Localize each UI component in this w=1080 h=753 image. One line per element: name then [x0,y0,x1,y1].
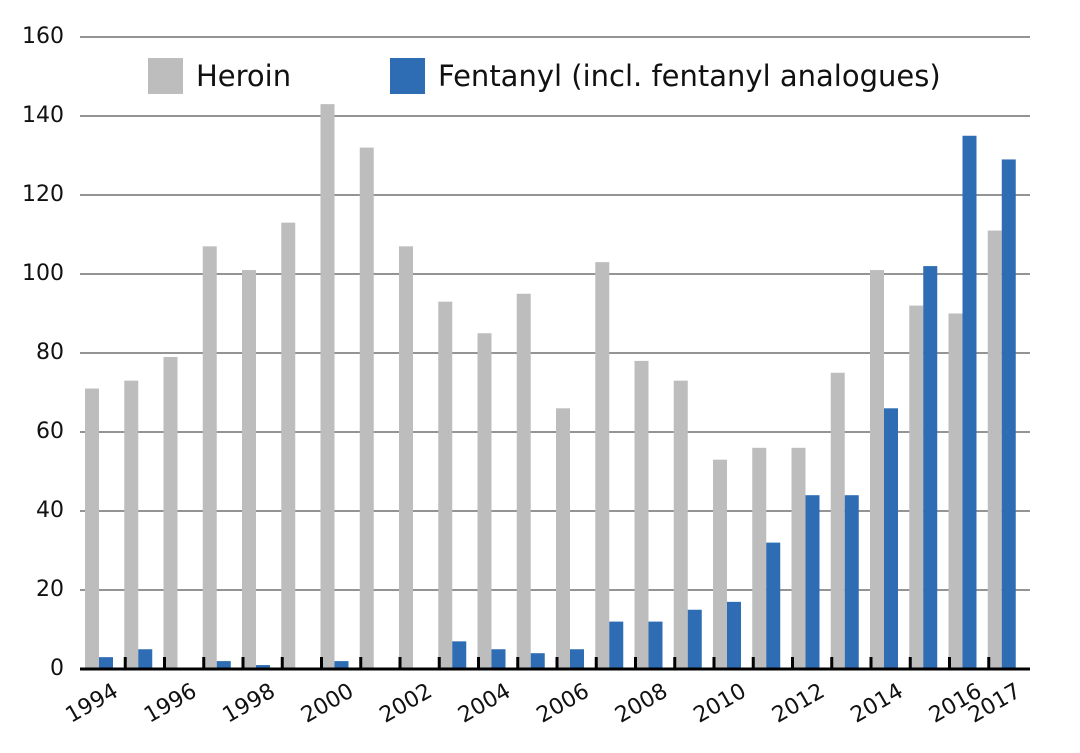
y-tick-label: 140 [22,103,64,128]
y-tick-label: 160 [22,24,64,49]
bar [570,649,584,669]
legend-label: Fentanyl (incl. fentanyl analogues) [438,59,941,93]
x-tick-label: 1996 [140,679,201,729]
y-tick-label: 0 [50,656,64,681]
y-tick-label: 60 [36,419,64,444]
y-tick-label: 120 [22,182,64,207]
legend-label: Heroin [196,59,291,93]
bar [1001,159,1016,669]
legend-swatch [390,58,425,94]
bar [438,301,453,669]
bar [491,649,506,669]
bar [242,270,256,669]
bar [516,293,531,669]
bar [359,147,374,670]
bar [766,542,781,669]
bar [687,609,702,669]
bar [85,388,99,669]
bar [334,661,349,669]
x-tick-label: 2008 [611,679,672,729]
bar [791,447,806,669]
bar [713,459,727,669]
legend-swatch [148,58,183,94]
bar [752,447,767,669]
bar [477,333,492,669]
x-tick-label: 2000 [297,679,358,729]
bar [163,356,178,669]
bar [805,495,820,669]
bar [256,665,270,669]
x-tick-label: 2006 [533,679,594,729]
bar [609,621,624,669]
y-tick-label: 80 [36,340,64,365]
x-tick-label: 1998 [219,679,280,729]
bar [399,246,413,669]
bar [870,270,884,669]
bar [530,653,545,669]
bar [923,266,938,669]
y-tick-label: 20 [36,577,64,602]
x-tick-label: 2014 [847,679,908,729]
bar [202,246,217,669]
bar [830,372,845,669]
bar [909,305,924,669]
x-tick-label: 2010 [690,679,751,729]
bar [648,621,663,669]
bar [138,649,153,669]
y-tick-label: 40 [36,498,64,523]
bar [124,380,139,669]
bar [962,135,977,669]
bar [948,313,963,669]
bar [595,262,610,669]
bar [556,408,570,669]
bar [320,104,335,669]
bar [216,661,231,669]
y-tick-label: 100 [22,261,64,286]
bar [673,380,688,669]
bar [452,641,467,669]
bar [634,360,649,669]
x-tick-label: 1994 [62,679,123,729]
bar [727,601,741,669]
bar [99,657,113,669]
x-tick-label: 2002 [376,679,437,729]
bar [884,408,898,669]
x-tick-label: 2004 [454,679,515,729]
bar [844,495,859,669]
bar [281,222,296,669]
x-tick-label: 2012 [768,679,829,729]
bar [987,230,1002,670]
